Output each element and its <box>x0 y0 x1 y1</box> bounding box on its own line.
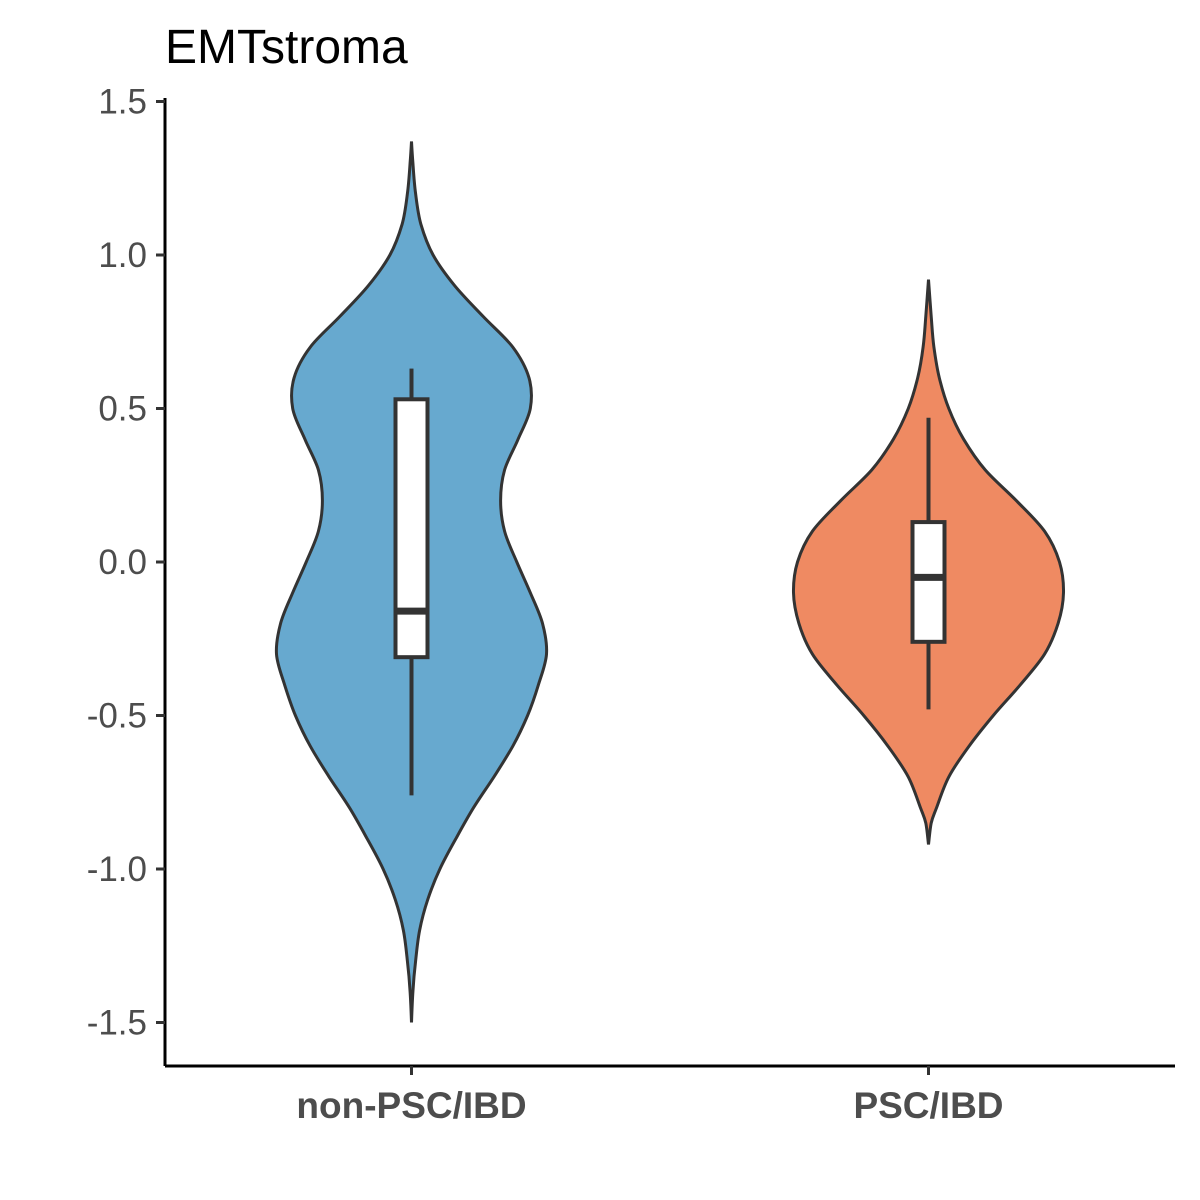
violin-group-1 <box>274 141 549 1023</box>
x-axis: non-PSC/IBD PSC/IBD <box>165 1064 1175 1126</box>
box-1 <box>393 397 430 660</box>
y-tick-label: 1.5 <box>98 83 147 122</box>
y-tick-label: 1.0 <box>98 236 147 275</box>
y-tick-label: -1.5 <box>87 1004 147 1043</box>
violin-layer <box>274 141 1066 1023</box>
y-tick-label: 0.0 <box>98 543 147 582</box>
box-2 <box>910 520 947 644</box>
chart-title: EMTstroma <box>165 21 408 74</box>
x-category-label: PSC/IBD <box>853 1085 1003 1126</box>
y-tick-label: -1.0 <box>87 850 147 889</box>
y-axis: 1.5 1.0 0.5 0.0 -0.5 -1.0 -1.5 <box>87 83 167 1066</box>
x-category-label: non-PSC/IBD <box>296 1085 526 1126</box>
y-tick-label: -0.5 <box>87 697 147 736</box>
y-tick-label: 0.5 <box>98 390 147 429</box>
violin-group-2 <box>791 279 1066 845</box>
